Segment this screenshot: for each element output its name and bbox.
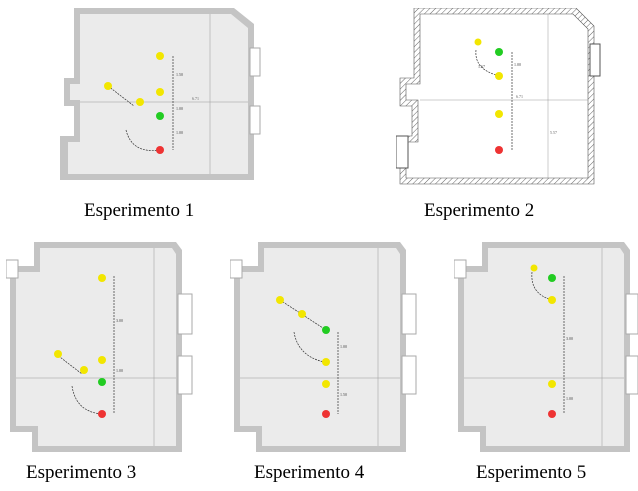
angle-arc: [71, 385, 103, 415]
caption-experiment-2: Esperimento 2: [424, 200, 535, 221]
measurement-point-green: [548, 274, 556, 282]
measurement-point-yellow: [495, 110, 503, 118]
dim-label: 1.50: [340, 392, 347, 397]
window: [625, 293, 638, 335]
caption-experiment-4: Esperimento 4: [254, 462, 365, 483]
floorplan-experiment-2: 6.71 5.57 1.67 1.00: [396, 8, 606, 188]
measurement-point-yellow: [548, 380, 556, 388]
floorplan-experiment-1: 6.71 1.50 1.00 1.00: [60, 8, 270, 188]
measurement-point-yellow: [98, 274, 106, 282]
dim-label-width: 6.71: [516, 94, 523, 99]
window: [177, 293, 193, 335]
room-floor: [16, 248, 176, 446]
angle-arc: [125, 129, 161, 151]
measurement-point-green: [322, 326, 330, 334]
caption-experiment-5: Esperimento 5: [476, 462, 587, 483]
dim-label-width: 6.71: [192, 96, 199, 101]
window: [589, 43, 601, 77]
measurement-point-red: [495, 146, 503, 154]
measurement-point-yellow: [136, 98, 144, 106]
measurement-point-green: [98, 378, 106, 386]
window: [6, 259, 19, 279]
angle-arc: [293, 331, 325, 363]
measurement-point-yellow: [80, 366, 88, 374]
dim-label: 1.00: [176, 106, 183, 111]
measurement-point-yellow: [54, 350, 62, 358]
window: [249, 105, 261, 135]
dimension-line: [55, 353, 83, 375]
measurement-point-green: [495, 48, 503, 56]
dim-label: 1.00: [514, 62, 521, 67]
dim-label-depth: 5.57: [550, 130, 557, 135]
dim-label: 1.00: [176, 130, 183, 135]
measurement-point-green: [156, 112, 164, 120]
window: [396, 135, 409, 169]
dim-label: 3.00: [566, 336, 573, 341]
dim-label: 1.50: [176, 72, 183, 77]
measurement-point-yellow: [156, 88, 164, 96]
measurement-point-red: [548, 410, 556, 418]
caption-experiment-1: Esperimento 1: [84, 200, 195, 221]
window: [230, 259, 243, 279]
measurement-point-yellow: [298, 310, 306, 318]
window: [454, 259, 467, 279]
dim-label: 3.00: [116, 318, 123, 323]
floorplan-experiment-5: 3.00 1.00: [454, 236, 638, 458]
room-floor: [464, 248, 624, 446]
measurement-point-yellow: [98, 356, 106, 364]
measurement-point-yellow: [530, 264, 538, 272]
measurement-point-yellow: [548, 296, 556, 304]
measurement-point-red: [156, 146, 164, 154]
measurement-point-yellow: [495, 72, 503, 80]
dim-label: 1.67: [478, 64, 485, 69]
window: [401, 293, 417, 335]
window: [401, 355, 417, 395]
measurement-point-red: [98, 410, 106, 418]
angle-arc: [475, 49, 501, 77]
floorplan-experiment-3: 3.00 1.00: [6, 236, 202, 458]
room-floor: [240, 248, 400, 446]
measurement-point-red: [322, 410, 330, 418]
measurement-point-yellow: [276, 296, 284, 304]
measurement-point-yellow: [322, 380, 330, 388]
dim-label: 1.00: [116, 368, 123, 373]
measurement-point-yellow: [474, 38, 482, 46]
window: [249, 47, 261, 77]
window: [625, 355, 638, 395]
window: [177, 355, 193, 395]
floorplan-experiment-4: 1.00 1.50: [230, 236, 426, 458]
dimension-line: [107, 85, 135, 107]
dim-label: 1.00: [566, 396, 573, 401]
room-floor: [405, 13, 589, 179]
measurement-point-yellow: [156, 52, 164, 60]
caption-experiment-3: Esperimento 3: [26, 462, 137, 483]
dim-label: 1.00: [340, 344, 347, 349]
measurement-point-yellow: [322, 358, 330, 366]
measurement-point-yellow: [104, 82, 112, 90]
